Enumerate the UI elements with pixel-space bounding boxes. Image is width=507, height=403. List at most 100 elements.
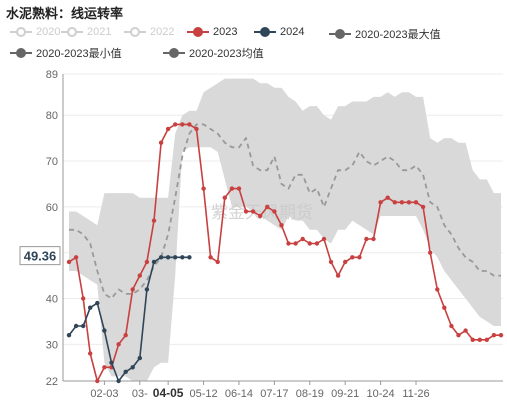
data-point — [314, 241, 320, 246]
legend-item-2020-2023-[interactable]: 2020-2023最大值 — [329, 26, 441, 42]
data-point — [173, 255, 178, 260]
data-point — [109, 360, 114, 365]
legend-label: 2020 — [36, 26, 61, 38]
x-tick-label: 09-21 — [331, 388, 359, 400]
data-point — [123, 369, 128, 374]
data-point — [413, 200, 419, 205]
data-point — [243, 209, 249, 214]
data-point — [81, 323, 86, 329]
data-point — [300, 236, 305, 242]
data-point — [293, 241, 298, 246]
x-tick-label: 03- — [132, 388, 148, 400]
data-point — [371, 236, 376, 242]
chart-title: 水泥熟料：线运转率 — [6, 6, 124, 21]
data-point — [392, 200, 397, 205]
data-point — [137, 355, 142, 361]
data-point — [137, 273, 142, 278]
data-point — [364, 236, 369, 242]
data-point — [130, 287, 135, 292]
data-point — [350, 255, 355, 260]
legend-item-2020-2023-[interactable]: 2020-2023最小值 — [10, 45, 122, 61]
data-point — [95, 300, 100, 306]
legend-marker-icon — [10, 48, 32, 58]
data-point — [144, 287, 150, 292]
legend-marker-icon — [10, 27, 32, 37]
x-tick-label: 02-03 — [90, 388, 118, 400]
data-point — [456, 333, 461, 338]
x-tick-label: 10-24 — [367, 388, 395, 400]
y-tick-label: 22 — [46, 376, 58, 388]
data-point — [187, 255, 192, 260]
legend-item-2021[interactable]: 2021 — [61, 26, 111, 38]
legend-label: 2020-2023最小值 — [36, 48, 122, 60]
legend-marker-icon — [187, 27, 209, 37]
data-point — [343, 259, 348, 265]
legend-item-2022[interactable]: 2022 — [124, 26, 174, 38]
data-point — [229, 186, 235, 191]
data-point — [102, 328, 107, 333]
series-line-2023 — [68, 123, 501, 382]
data-point — [335, 273, 341, 278]
data-point — [250, 209, 256, 214]
data-point — [279, 223, 284, 228]
data-point — [449, 323, 454, 329]
data-point — [265, 204, 270, 210]
data-point — [222, 195, 227, 200]
data-point — [73, 323, 79, 329]
data-point — [357, 255, 362, 260]
data-point — [66, 259, 72, 265]
data-point — [201, 186, 206, 191]
data-point — [130, 365, 135, 370]
current-value-box — [19, 246, 61, 266]
x-tick-label: 04-05 — [153, 386, 184, 400]
legend-item-2024[interactable]: 2024 — [254, 26, 304, 38]
current-value-label: 49.36 — [24, 249, 57, 264]
data-point — [272, 209, 277, 214]
data-point — [208, 255, 213, 260]
data-point — [442, 305, 447, 310]
data-point — [321, 236, 327, 242]
data-point — [215, 259, 220, 265]
data-point — [328, 259, 334, 265]
x-tick-label: 05-12 — [189, 388, 217, 400]
data-point — [307, 241, 312, 246]
data-point — [95, 378, 100, 384]
data-point — [463, 328, 468, 333]
x-tick-label: 11-26 — [402, 388, 429, 400]
legend-marker-icon — [124, 27, 146, 37]
data-point — [236, 186, 242, 191]
data-point — [151, 259, 157, 265]
data-point — [144, 259, 150, 265]
data-point — [165, 255, 171, 260]
data-point — [88, 351, 93, 356]
y-tick-label: 60 — [46, 202, 58, 214]
y-tick-label: 70 — [46, 156, 58, 168]
max-min-band — [69, 78, 501, 381]
legend-label: 2020-2023最大值 — [355, 29, 441, 41]
data-point — [66, 333, 72, 338]
data-point — [173, 122, 178, 127]
data-point — [470, 337, 475, 342]
data-point — [73, 255, 79, 260]
data-point — [420, 204, 426, 210]
y-tick-label: 89 — [46, 69, 58, 81]
data-point — [81, 296, 86, 301]
legend-marker-icon — [163, 48, 185, 58]
legend-item-2020-2023-[interactable]: 2020-2023均值 — [163, 45, 264, 61]
legend-item-2023[interactable]: 2023 — [187, 26, 237, 38]
x-tick-label: 06-14 — [225, 388, 253, 400]
data-point — [286, 241, 291, 246]
legend-item-2020[interactable]: 2020 — [10, 26, 60, 38]
data-point — [258, 213, 263, 219]
data-point — [165, 126, 171, 132]
y-tick-label: 30 — [46, 339, 58, 351]
data-point — [123, 333, 128, 338]
y-tick-label: 80 — [46, 110, 58, 122]
legend-label: 2024 — [280, 26, 305, 38]
data-point — [491, 333, 497, 338]
data-point — [428, 250, 433, 255]
data-point — [406, 200, 412, 205]
data-point — [116, 342, 121, 347]
x-tick-label: 07-17 — [260, 388, 288, 400]
